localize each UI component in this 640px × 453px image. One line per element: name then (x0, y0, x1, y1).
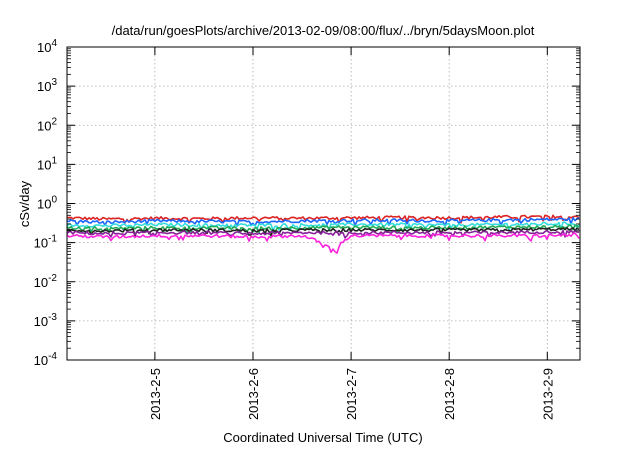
y-tick-label: 103 (37, 77, 57, 94)
grid-layer (67, 47, 580, 360)
y-tick-label: 104 (37, 38, 57, 55)
series-line (66, 232, 580, 254)
y-tick-label: 10-3 (34, 312, 58, 329)
y-tick-label-base: 10 (37, 157, 51, 172)
x-tick-label: 2013-2-5 (148, 368, 163, 420)
series-line (66, 217, 580, 228)
y-tick-label-base: 10 (34, 236, 48, 251)
x-tick-label: 2013-2-7 (344, 368, 359, 420)
x-tick-label: 2013-2-8 (442, 368, 457, 420)
x-tick-label: 2013-2-6 (246, 368, 261, 420)
y-tick-label-exponent: 3 (51, 77, 57, 88)
y-tick-label: 10-1 (34, 234, 58, 251)
y-tick-label: 100 (37, 195, 57, 212)
x-tick-label: 2013-2-9 (540, 368, 555, 420)
y-tick-label: 101 (37, 155, 57, 172)
series-line (66, 229, 580, 239)
series-line (66, 224, 580, 234)
tick-layer (67, 46, 580, 361)
y-tick-label-base: 10 (37, 118, 51, 133)
y-tick-label-base: 10 (34, 353, 48, 368)
y-tick-label-exponent: -4 (48, 351, 57, 362)
y-tick-label-exponent: 1 (51, 155, 57, 166)
chart-title: /data/run/goesPlots/archive/2013-02-09/0… (112, 23, 535, 38)
y-tick-label-exponent: 4 (51, 38, 57, 49)
y-axis-label: cSv/day (17, 180, 32, 227)
y-tick-label-base: 10 (37, 197, 51, 212)
series-line (66, 221, 580, 232)
y-tick-label-exponent: -3 (48, 312, 57, 323)
series-layer (66, 214, 580, 254)
y-tick-label-base: 10 (34, 314, 48, 329)
y-tick-label: 10-4 (34, 351, 58, 368)
y-tick-label-base: 10 (34, 275, 48, 290)
y-tick-label-base: 10 (37, 40, 51, 55)
x-axis-label: Coordinated Universal Time (UTC) (223, 430, 422, 445)
y-tick-label-exponent: 2 (51, 116, 57, 127)
y-tick-label-exponent: -1 (48, 234, 57, 245)
series-line (66, 214, 580, 224)
y-tick-label: 102 (37, 116, 57, 133)
y-tick-label-exponent: 0 (51, 195, 57, 206)
y-tick-label-base: 10 (37, 79, 51, 94)
y-tick-label-exponent: -2 (48, 273, 57, 284)
y-tick-label: 10-2 (34, 273, 58, 290)
series-line (66, 227, 580, 237)
